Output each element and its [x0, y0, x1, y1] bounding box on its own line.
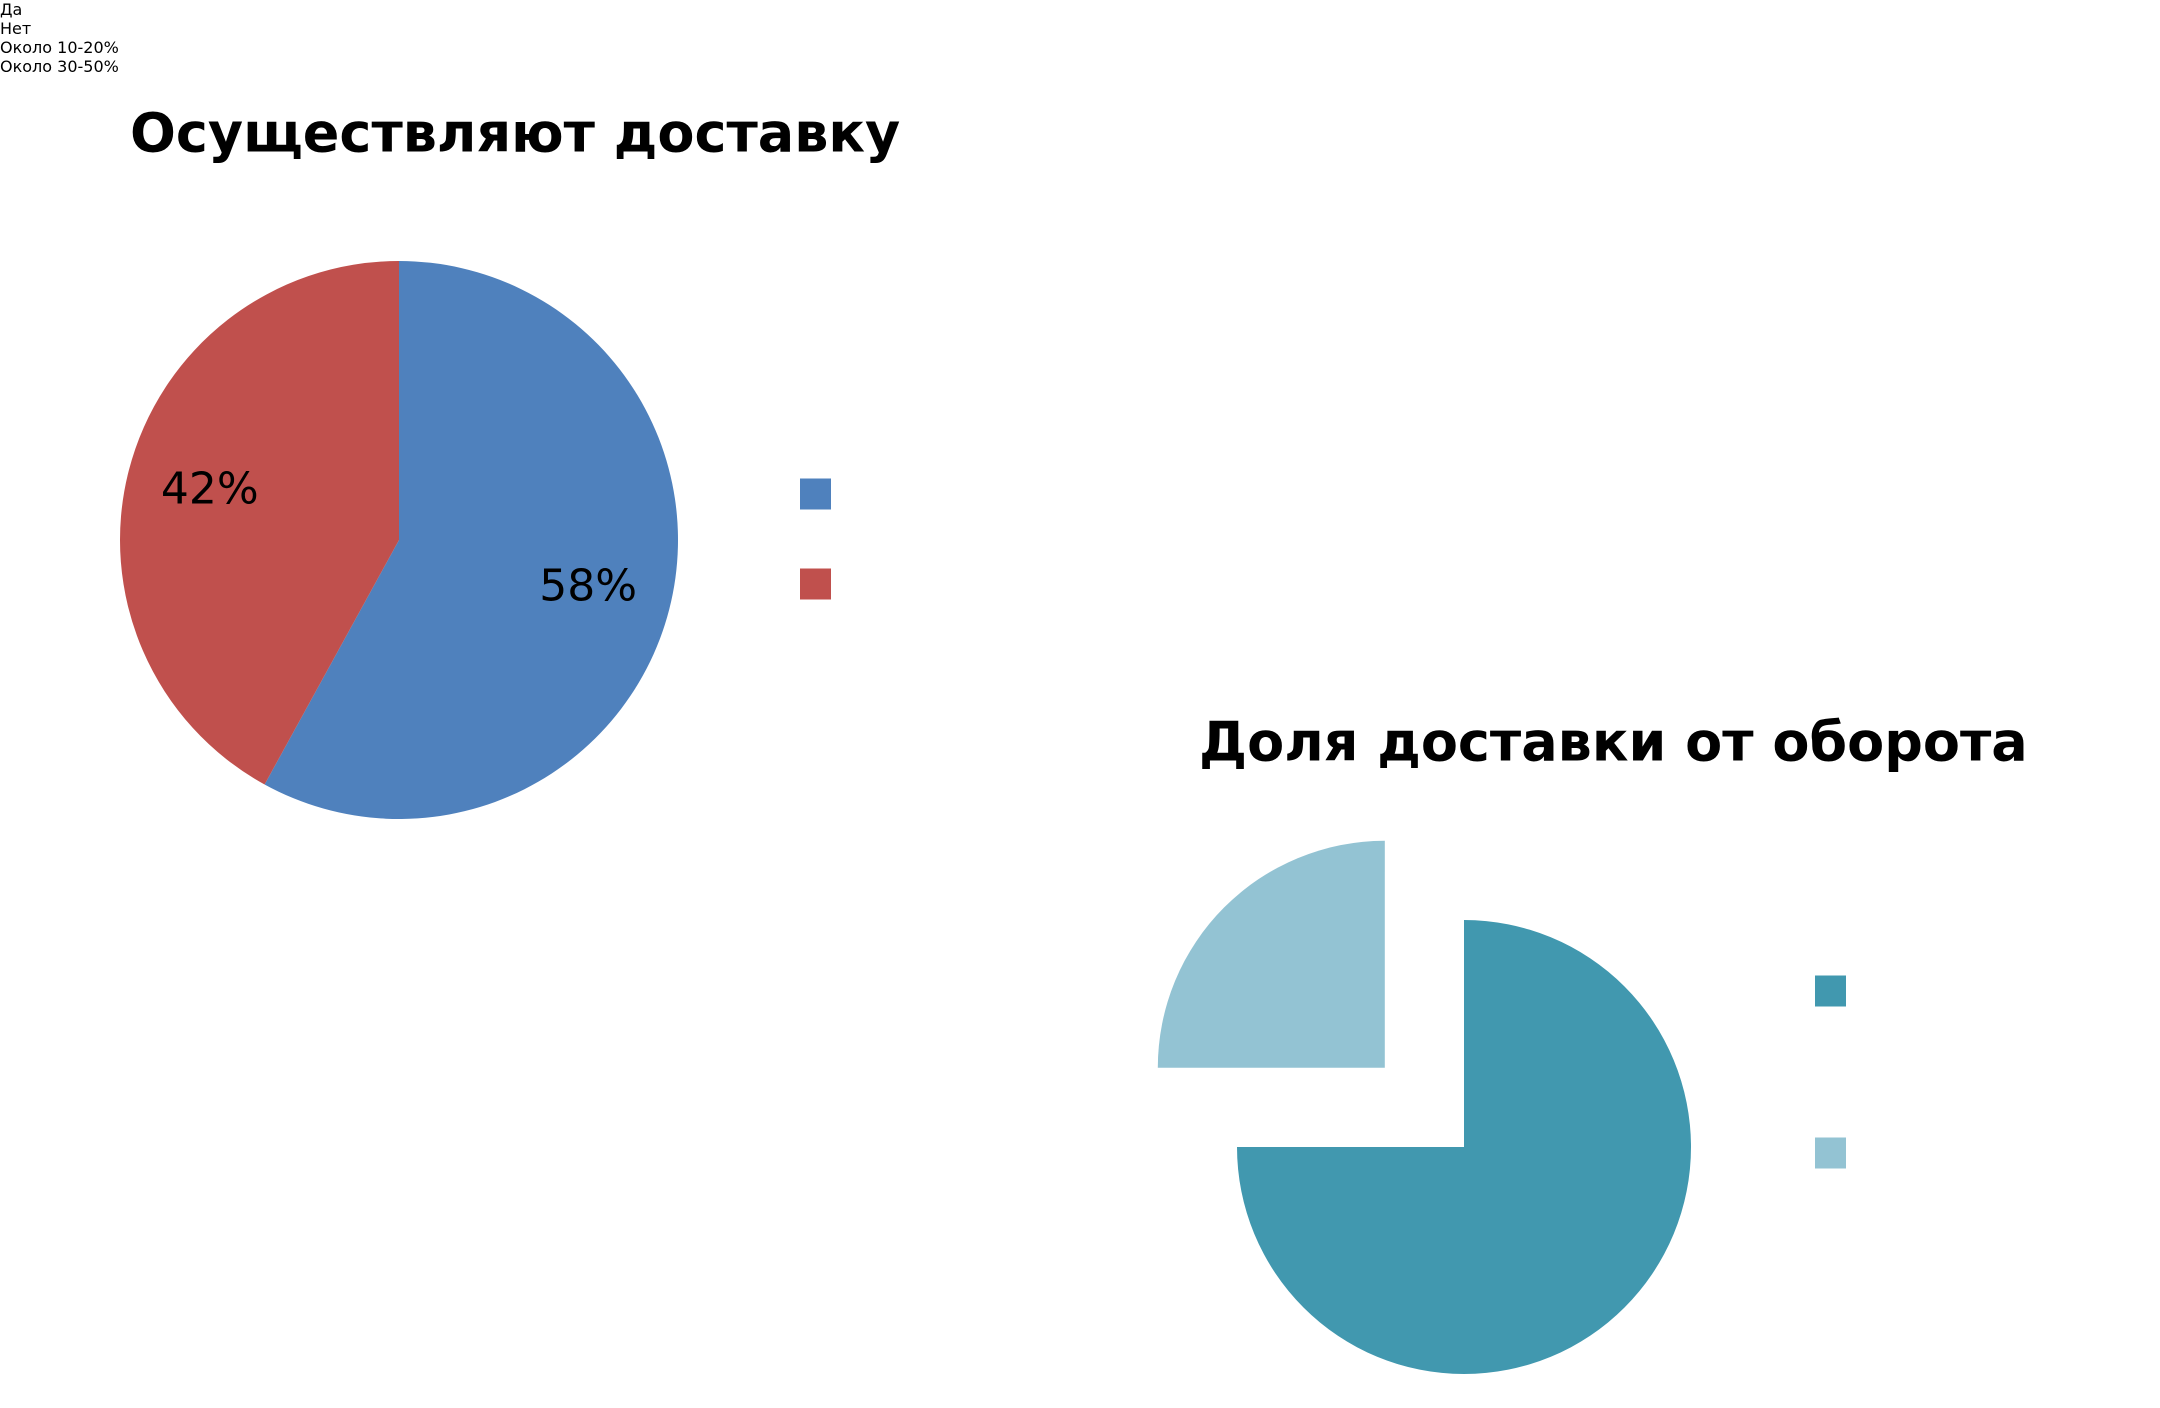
data-label: 58% — [539, 561, 637, 612]
legend-label: Около 30-50% — [0, 57, 119, 76]
legend-label: Нет — [0, 19, 32, 38]
legend-swatch — [800, 568, 831, 600]
legend-swatch — [800, 478, 831, 510]
legend-swatch — [1815, 975, 1846, 1007]
legend-label: Около 10-20% — [0, 38, 119, 57]
chart-title: Осуществляют доставку — [130, 102, 900, 165]
legend-swatch — [1815, 1137, 1846, 1169]
pie-slice — [264, 261, 679, 819]
data-label: 42% — [161, 463, 259, 514]
pie-slice — [1237, 920, 1691, 1374]
pie-slice — [1157, 840, 1385, 1068]
chart-title: Доля доставки от оборота — [1199, 711, 2028, 774]
legend-label: Да — [0, 0, 23, 19]
pie-slice — [120, 261, 400, 785]
